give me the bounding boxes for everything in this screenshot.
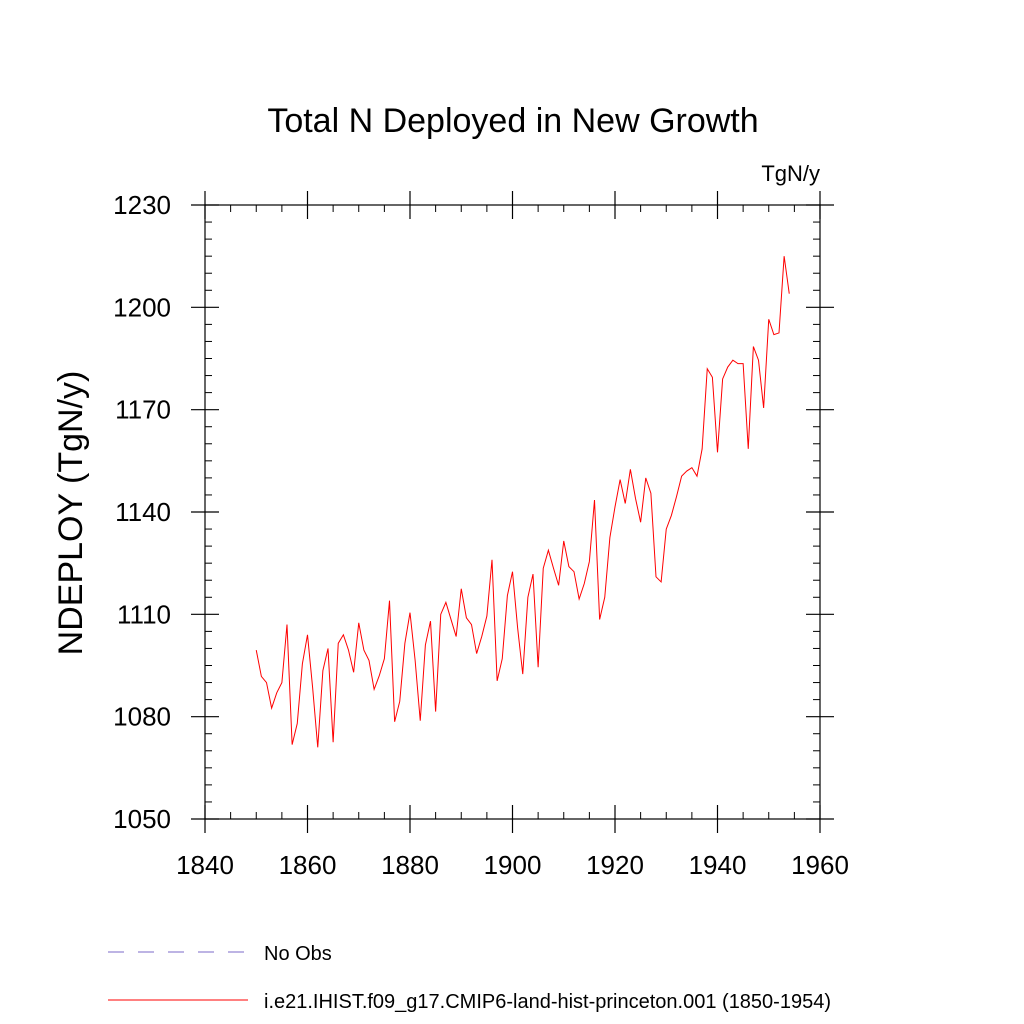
y-tick-label: 1110 bbox=[117, 599, 171, 629]
series-line-1 bbox=[255, 256, 790, 748]
x-tick-label: 1880 bbox=[381, 850, 439, 880]
y-tick-label: 1230 bbox=[113, 190, 171, 220]
plot-frame bbox=[204, 204, 821, 820]
legend: No Obs i.e21.IHIST.f09_g17.CMIP6-land-hi… bbox=[108, 943, 831, 1013]
chart-title: Total N Deployed in New Growth bbox=[267, 102, 758, 140]
plot-area: 1840 1860 1880 1900 1920 1940 1960 1050 1080 1110… bbox=[113, 190, 849, 880]
units-label: TgN/y bbox=[761, 161, 820, 186]
x-tick-label: 1840 bbox=[176, 850, 234, 880]
series-layer bbox=[255, 256, 790, 748]
x-tick-label: 1960 bbox=[791, 850, 849, 880]
y-tick-label: 1170 bbox=[115, 395, 171, 425]
legend-label-model: i.e21.IHIST.f09_g17.CMIP6-land-hist-prin… bbox=[264, 991, 831, 1013]
y-tick-label: 1050 bbox=[113, 804, 171, 834]
legend-label-no-obs: No Obs bbox=[264, 943, 332, 965]
x-tick-label: 1860 bbox=[279, 850, 337, 880]
y-axis-label: NDEPLOY (TgN/y) bbox=[52, 371, 90, 656]
y-tick-label: 1200 bbox=[113, 292, 171, 322]
axis-ticks: 1840 1860 1880 1900 1920 1940 1960 1050 1080 1110… bbox=[113, 190, 849, 880]
y-tick-label: 1080 bbox=[113, 702, 171, 732]
x-tick-label: 1920 bbox=[586, 850, 644, 880]
x-tick-label: 1900 bbox=[484, 850, 542, 880]
y-tick-label: 1140 bbox=[115, 497, 171, 527]
x-tick-label: 1940 bbox=[689, 850, 747, 880]
